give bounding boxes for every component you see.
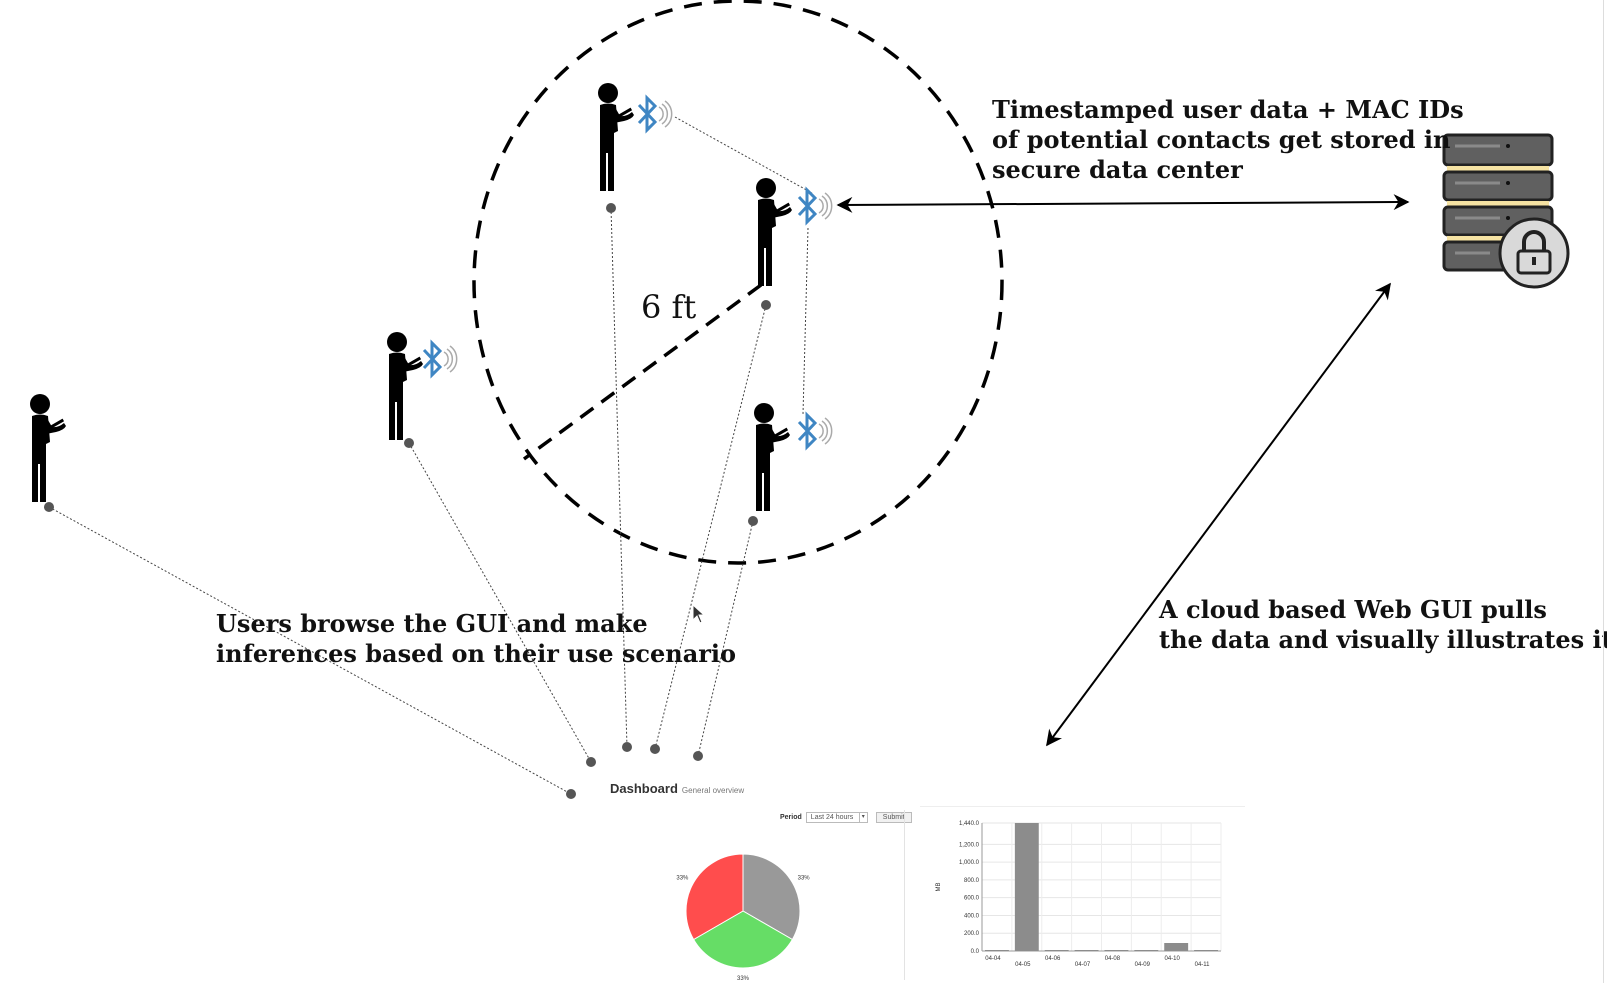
link-dot bbox=[622, 742, 632, 752]
distance-line bbox=[522, 283, 763, 461]
bar bbox=[1104, 950, 1129, 951]
cloud-label: A cloud based Web GUI pulls the data and… bbox=[1159, 595, 1607, 654]
user-link bbox=[654, 304, 767, 750]
period-label: Period bbox=[780, 814, 802, 821]
x-tick-label: 04-10 bbox=[1165, 956, 1181, 962]
contact-link bbox=[802, 227, 809, 415]
server-lock-icon bbox=[1442, 133, 1570, 289]
user-link bbox=[610, 207, 628, 748]
dashboard-subtitle: General overview bbox=[681, 786, 745, 795]
person-icon bbox=[754, 403, 790, 511]
person-icon bbox=[387, 332, 423, 440]
bluetooth-icon bbox=[797, 188, 834, 224]
bar bbox=[984, 950, 1009, 951]
user-link bbox=[697, 520, 754, 757]
page-edge bbox=[1603, 0, 1604, 983]
panel-divider bbox=[904, 810, 905, 980]
link-dot bbox=[761, 300, 771, 310]
pie-slice-label: 33% bbox=[798, 876, 811, 882]
proximity-circle bbox=[472, 0, 1004, 565]
chevron-down-icon: ▾ bbox=[858, 812, 868, 823]
dashboard-title: Dashboard bbox=[610, 781, 678, 796]
x-tick-label: 04-05 bbox=[1015, 962, 1031, 968]
x-tick-label: 04-11 bbox=[1195, 962, 1211, 968]
link-dot bbox=[748, 516, 758, 526]
link-dot bbox=[44, 502, 54, 512]
panel-top-rule bbox=[920, 806, 1245, 807]
bar-chart: 0.0 200.0 400.0 600.0 800.0 1,000.0 1,200.0 1,4… bbox=[936, 821, 1222, 968]
users-label: Users browse the GUI and make inferences… bbox=[216, 609, 737, 668]
x-tick-label: 04-08 bbox=[1105, 956, 1121, 962]
x-tick-label: 04-09 bbox=[1135, 962, 1151, 968]
bar bbox=[1194, 950, 1219, 951]
pie-slice-label: 33% bbox=[676, 876, 689, 882]
y-axis-label: MB bbox=[936, 883, 942, 892]
y-tick-label: 600.0 bbox=[964, 896, 980, 902]
person-icon bbox=[30, 394, 66, 502]
link-dot bbox=[566, 789, 576, 799]
user-link bbox=[408, 442, 592, 763]
y-tick-label: 1,200.0 bbox=[959, 842, 980, 848]
storage-label: Timestamped user data + MAC IDs of poten… bbox=[992, 95, 1464, 184]
dashboard-header: Dashboard General overview bbox=[610, 780, 744, 798]
bluetooth-icon bbox=[422, 341, 459, 377]
y-tick-label: 200.0 bbox=[964, 931, 980, 937]
bluetooth-icon bbox=[797, 413, 834, 449]
y-tick-label: 800.0 bbox=[964, 878, 980, 884]
bluetooth-icon bbox=[637, 96, 674, 132]
data-center-arrow bbox=[836, 194, 1410, 213]
y-tick-label: 1,000.0 bbox=[959, 860, 980, 866]
y-tick-label: 1,440.0 bbox=[959, 821, 980, 827]
user-link bbox=[48, 506, 572, 795]
bar bbox=[1044, 950, 1069, 951]
x-tick-label: 04-04 bbox=[985, 956, 1001, 962]
pie-slice bbox=[742, 853, 801, 941]
link-dot bbox=[693, 751, 703, 761]
person-icon bbox=[598, 83, 634, 191]
contact-link bbox=[674, 116, 813, 194]
y-tick-label: 0.0 bbox=[971, 949, 980, 955]
mouse-cursor-icon bbox=[692, 604, 706, 624]
pie-slice-label: 33% bbox=[737, 976, 750, 982]
link-dot bbox=[606, 203, 616, 213]
bar bbox=[1134, 950, 1159, 951]
x-tick-label: 04-06 bbox=[1045, 956, 1061, 962]
x-tick-label: 04-07 bbox=[1075, 962, 1091, 968]
period-controls: Period Last 24 hours ▾ Submit bbox=[780, 812, 912, 823]
y-tick-label: 400.0 bbox=[964, 913, 980, 919]
submit-button[interactable]: Submit bbox=[875, 812, 912, 823]
pie-slice bbox=[685, 853, 744, 941]
cloud-gui-arrow bbox=[1046, 282, 1391, 747]
pie-slice bbox=[692, 910, 794, 969]
period-select[interactable]: Last 24 hours ▾ bbox=[805, 812, 868, 823]
bar bbox=[1014, 823, 1039, 951]
link-dot bbox=[650, 744, 660, 754]
bar bbox=[1164, 943, 1189, 951]
link-dot bbox=[404, 438, 414, 448]
distance-label: 6 ft bbox=[641, 288, 697, 326]
person-icon bbox=[756, 178, 792, 286]
bar bbox=[1074, 950, 1099, 951]
link-dot bbox=[586, 757, 596, 767]
pie-chart: 33% 33% 33% bbox=[676, 853, 811, 982]
